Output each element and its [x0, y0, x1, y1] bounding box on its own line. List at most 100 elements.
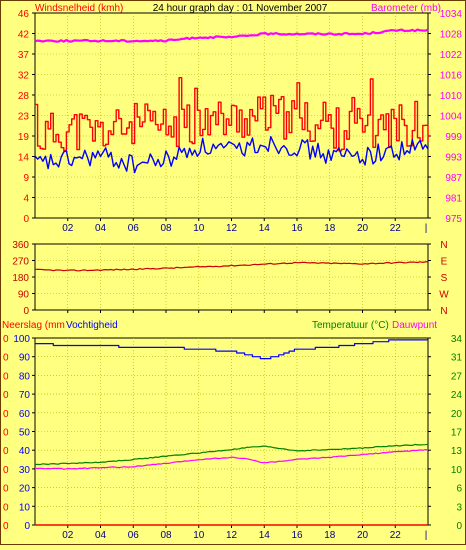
y2-tick-label: 987 — [445, 173, 462, 184]
x-tick-label: 08 — [160, 530, 172, 541]
y-tick-label: 10 — [19, 502, 31, 513]
rain-axis-title: Neerslag (mm — [2, 320, 65, 331]
x-tick-label: 20 — [357, 530, 369, 541]
rain-tick-label: 0 — [3, 334, 9, 345]
x-tick-label: 08 — [160, 223, 172, 234]
y-tick-label: 90 — [19, 353, 31, 364]
rain-tick-label: 0 — [3, 484, 9, 495]
rain-tick-label: 0 — [3, 521, 9, 532]
y2-tick-label: 24 — [451, 390, 463, 401]
humidity-axis-title: Vochtigheid — [66, 320, 118, 331]
y-tick-label: 0 — [24, 521, 30, 532]
y2-tick-label: 17 — [451, 428, 463, 439]
y-tick-label: 180 — [12, 273, 29, 284]
y-tick-label: 100 — [13, 334, 30, 345]
y-tick-label: 9 — [23, 173, 29, 184]
x-tick-label: 12 — [226, 530, 238, 541]
y-tick-label: 50 — [19, 428, 31, 439]
y2-tick-label: W — [439, 290, 449, 301]
x-tick-label: 04 — [95, 223, 107, 234]
graph-title: 24 hour graph day : 01 November 2007 — [153, 3, 328, 14]
x-tick-label: 04 — [95, 530, 107, 541]
y-tick-label: 23 — [18, 112, 30, 123]
rain-tick-label: 0 — [3, 409, 9, 420]
y-tick-label: 0 — [23, 214, 29, 225]
temperature-axis-title: Temperatuur (°C) — [312, 320, 389, 331]
x-tick-label: 06 — [128, 530, 140, 541]
y-tick-label: 46 — [18, 9, 30, 20]
x-tick-label: 18 — [324, 223, 336, 234]
y-tick-label: 70 — [19, 390, 31, 401]
x-tick-label: 02 — [62, 530, 74, 541]
y-tick-label: 20 — [19, 484, 31, 495]
x-tick-label: 14 — [259, 530, 271, 541]
y2-tick-label: 3 — [456, 502, 462, 513]
y2-tick-label: S — [441, 273, 448, 284]
y-tick-label: 0 — [23, 306, 29, 317]
rain-tick-label: 0 — [3, 353, 9, 364]
wind-barometer-panel: 0491419232832374246975981987993999100410… — [18, 9, 463, 234]
y2-tick-label: 999 — [445, 132, 462, 143]
x-tick-label: 18 — [324, 530, 336, 541]
x-tick-label: 16 — [291, 530, 303, 541]
y2-tick-label: 993 — [445, 153, 462, 164]
x-tick-label: 10 — [193, 530, 205, 541]
y-tick-label: 4 — [23, 194, 29, 205]
rain-humidity-temperature-panel: 0 10 20 30 40 50 60 70 80 90 100 0 0 0 0 0 0 0 0 0 0 0 0 3 6 10 13… — [3, 334, 462, 541]
y-tick-label: 90 — [18, 290, 30, 301]
x-tick-label: 06 — [128, 223, 140, 234]
rain-tick-label: 0 — [3, 428, 9, 439]
y2-tick-label: 981 — [445, 194, 462, 205]
y-tick-label: 40 — [19, 446, 31, 457]
y2-tick-label: N — [440, 240, 447, 251]
y2-tick-label: 20 — [451, 409, 463, 420]
y-tick-label: 19 — [18, 132, 30, 143]
y2-tick-label: 27 — [451, 371, 463, 382]
rain-tick-label: 0 — [3, 390, 9, 401]
x-tick-label: 22 — [390, 223, 402, 234]
y-tick-label: 30 — [19, 465, 31, 476]
y-tick-label: 80 — [19, 371, 31, 382]
x-tick-label: 22 — [390, 530, 402, 541]
rain-tick-label: 0 — [3, 465, 9, 476]
y-tick-label: 37 — [18, 50, 30, 61]
x-tick-label: 02 — [62, 223, 74, 234]
y-tick-label: 270 — [12, 257, 29, 268]
y2-tick-label: 1010 — [440, 91, 463, 102]
y-tick-label: 32 — [18, 71, 30, 82]
y2-tick-label: 13 — [451, 446, 463, 457]
barometer-axis-title: Barometer (mb) — [371, 3, 441, 14]
x-tick-label: 14 — [259, 223, 271, 234]
x-end-label: | — [425, 223, 428, 234]
y2-tick-label: 31 — [451, 353, 463, 364]
y2-tick-label: 1034 — [440, 9, 463, 20]
wind-axis-title: Windsnelheid (kmh) — [35, 3, 123, 14]
dewpoint-axis-title: Dauwpunt — [392, 320, 437, 331]
y2-tick-label: 1016 — [440, 71, 463, 82]
y2-tick-label: E — [441, 257, 448, 268]
y2-tick-label: 0 — [456, 521, 462, 532]
x-tick-label: 12 — [226, 223, 238, 234]
x-tick-label: 20 — [357, 223, 369, 234]
y2-tick-label: 1028 — [440, 30, 463, 41]
rain-tick-label: 0 — [3, 502, 9, 513]
y-tick-label: 28 — [18, 91, 30, 102]
y-tick-label: 42 — [18, 30, 30, 41]
y2-tick-label: 1004 — [440, 112, 463, 123]
y-tick-label: 360 — [12, 240, 29, 251]
y2-tick-label: 975 — [445, 214, 462, 225]
y2-tick-label: 1022 — [440, 50, 463, 61]
y2-tick-label: 10 — [451, 465, 463, 476]
x-tick-label: 16 — [291, 223, 303, 234]
x-tick-label: 10 — [193, 223, 205, 234]
y-tick-label: 60 — [19, 409, 31, 420]
y2-tick-label: 34 — [451, 334, 463, 345]
rain-tick-label: 0 — [3, 446, 9, 457]
y-tick-label: 14 — [18, 153, 30, 164]
rain-tick-label: 0 — [3, 371, 9, 382]
y2-tick-label: 6 — [456, 484, 462, 495]
y2-tick-label: N — [440, 306, 447, 317]
